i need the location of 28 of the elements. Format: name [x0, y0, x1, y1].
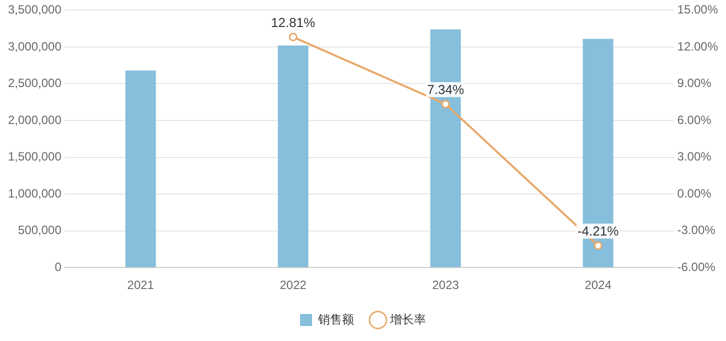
point [288, 32, 298, 42]
y-tick-label: 1,500,000 [8, 150, 62, 164]
legend-label: 销售额 [317, 312, 354, 326]
point [594, 241, 602, 250]
x-tick-label: 2024 [584, 278, 612, 292]
y2-tick-label: 3.00% [677, 150, 712, 164]
y2-tick-label: 12.00% [677, 39, 718, 54]
x-tick-label: 2021 [127, 278, 154, 292]
y2-tick-label: -3.00% [677, 223, 716, 238]
data-label: 7.34% [427, 82, 464, 98]
y-tick-label: 2,000,000 [8, 112, 62, 127]
y2-tick-label: 6.00% [677, 112, 712, 127]
y-tick-label: 3,500,000 [8, 2, 62, 17]
x-tick-label: 2022 [280, 278, 307, 292]
y-tick-label: 0 [54, 260, 62, 274]
y2-tick-label: 9.00% [677, 76, 712, 90]
x-tick-label: 2023 [432, 278, 460, 292]
data-label: -4.21% [577, 224, 620, 239]
y-tick-label: 2,500,000 [8, 76, 62, 90]
y-tick-label: 1,000,000 [8, 186, 62, 200]
y-tick-label: 3,000,000 [8, 39, 62, 54]
y2-tick-label: 15.00% [677, 2, 718, 17]
y2-tick-label: -6.00% [677, 260, 716, 274]
point [441, 100, 450, 108]
data-label: 12.81% [271, 15, 316, 30]
y2-tick-label: 0.00% [677, 186, 712, 200]
legend-label: 增长率 [389, 312, 426, 326]
y-tick-label: 500,000 [18, 223, 62, 238]
